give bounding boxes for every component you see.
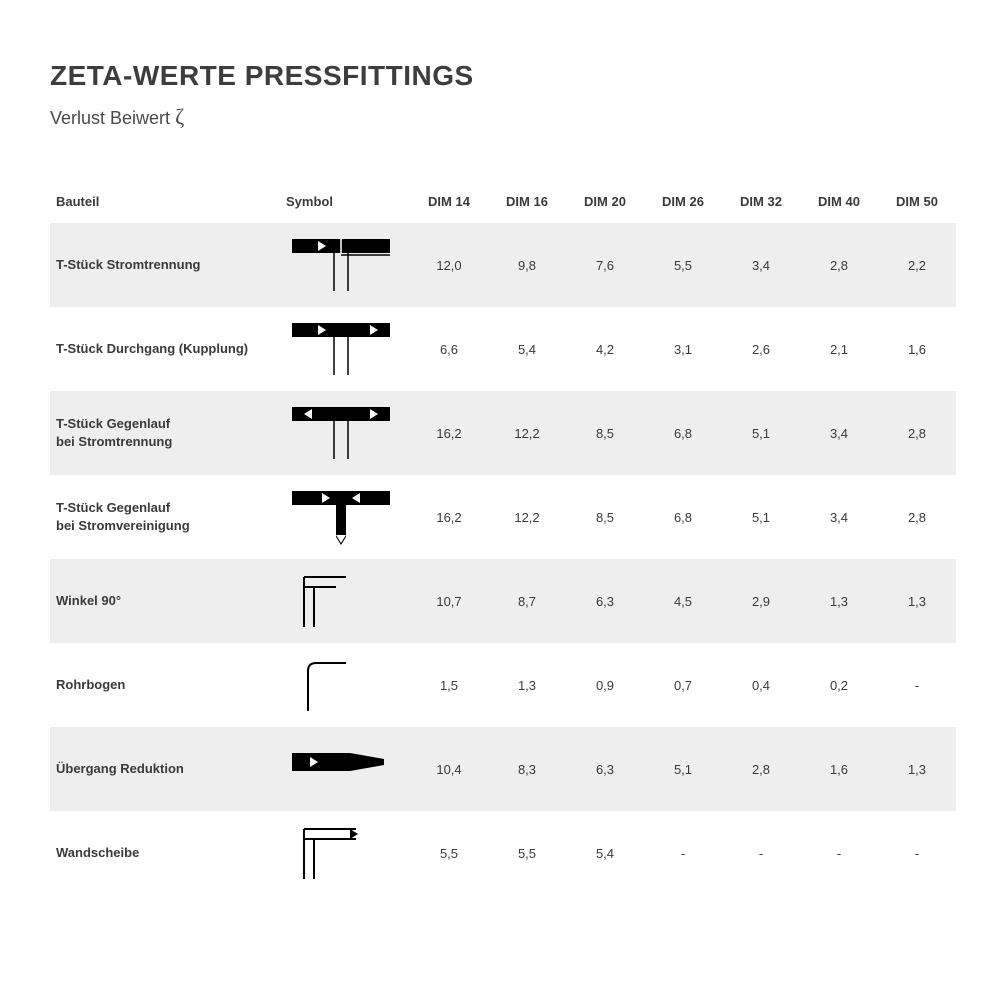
cell-value: 3,4 bbox=[800, 475, 878, 559]
table-row: T-Stück Durchgang (Kupplung) 6,65,44,23,… bbox=[50, 307, 956, 391]
cell-value: 5,5 bbox=[644, 223, 722, 307]
cell-value: 0,2 bbox=[800, 643, 878, 727]
cell-value: 4,2 bbox=[566, 307, 644, 391]
cell-value: - bbox=[878, 643, 956, 727]
wall-disc-icon bbox=[280, 811, 410, 895]
table-row: Übergang Reduktion 10,48,36,35,12,81,61,… bbox=[50, 727, 956, 811]
col-dim16: DIM 16 bbox=[488, 180, 566, 223]
col-bauteil: Bauteil bbox=[50, 180, 280, 223]
cell-value: 5,1 bbox=[722, 391, 800, 475]
page-title: ZETA-WERTE PRESSFITTINGS bbox=[50, 60, 950, 92]
cell-value: - bbox=[722, 811, 800, 895]
cell-value: 1,6 bbox=[878, 307, 956, 391]
table-row: T-Stück Gegenlaufbei Stromtrennung 16,21… bbox=[50, 391, 956, 475]
t-through-icon bbox=[280, 307, 410, 391]
cell-value: 16,2 bbox=[410, 391, 488, 475]
col-dim40: DIM 40 bbox=[800, 180, 878, 223]
angle90-icon bbox=[280, 559, 410, 643]
cell-value: 3,4 bbox=[722, 223, 800, 307]
col-dim14: DIM 14 bbox=[410, 180, 488, 223]
t-counter-merge-icon bbox=[280, 475, 410, 559]
cell-value: 4,5 bbox=[644, 559, 722, 643]
cell-value: 5,5 bbox=[488, 811, 566, 895]
cell-value: 5,1 bbox=[722, 475, 800, 559]
cell-value: 2,6 bbox=[722, 307, 800, 391]
cell-value: 6,6 bbox=[410, 307, 488, 391]
cell-value: 9,8 bbox=[488, 223, 566, 307]
cell-value: 6,8 bbox=[644, 475, 722, 559]
cell-value: 12,0 bbox=[410, 223, 488, 307]
row-name: Rohrbogen bbox=[50, 643, 280, 727]
table-row: T-Stück Stromtrennung 12,09,87,65,53,42,… bbox=[50, 223, 956, 307]
cell-value: 5,4 bbox=[566, 811, 644, 895]
zeta-symbol: ζ bbox=[175, 104, 184, 129]
table-row: T-Stück Gegenlaufbei Stromvereinigung 16… bbox=[50, 475, 956, 559]
row-name: Wandscheibe bbox=[50, 811, 280, 895]
cell-value: - bbox=[644, 811, 722, 895]
cell-value: 1,5 bbox=[410, 643, 488, 727]
cell-value: 2,8 bbox=[800, 223, 878, 307]
cell-value: 8,5 bbox=[566, 391, 644, 475]
row-name: T-Stück Gegenlaufbei Stromvereinigung bbox=[50, 475, 280, 559]
cell-value: 16,2 bbox=[410, 475, 488, 559]
cell-value: 2,8 bbox=[878, 391, 956, 475]
row-name: Winkel 90° bbox=[50, 559, 280, 643]
cell-value: 5,5 bbox=[410, 811, 488, 895]
cell-value: 0,7 bbox=[644, 643, 722, 727]
cell-value: 1,3 bbox=[878, 559, 956, 643]
table-row: Rohrbogen 1,51,30,90,70,40,2- bbox=[50, 643, 956, 727]
pipe-bend-icon bbox=[280, 643, 410, 727]
col-symbol: Symbol bbox=[280, 180, 410, 223]
row-name: Übergang Reduktion bbox=[50, 727, 280, 811]
cell-value: 2,1 bbox=[800, 307, 878, 391]
cell-value: 3,4 bbox=[800, 391, 878, 475]
cell-value: 6,8 bbox=[644, 391, 722, 475]
table-row: Wandscheibe 5,55,55,4---- bbox=[50, 811, 956, 895]
row-name: T-Stück Gegenlaufbei Stromtrennung bbox=[50, 391, 280, 475]
cell-value: 10,4 bbox=[410, 727, 488, 811]
cell-value: 8,7 bbox=[488, 559, 566, 643]
t-counter-sep-icon bbox=[280, 391, 410, 475]
col-dim20: DIM 20 bbox=[566, 180, 644, 223]
cell-value: 8,5 bbox=[566, 475, 644, 559]
cell-value: 3,1 bbox=[644, 307, 722, 391]
cell-value: 0,4 bbox=[722, 643, 800, 727]
zeta-table: Bauteil Symbol DIM 14 DIM 16 DIM 20 DIM … bbox=[50, 180, 956, 895]
cell-value: - bbox=[800, 811, 878, 895]
cell-value: - bbox=[878, 811, 956, 895]
cell-value: 8,3 bbox=[488, 727, 566, 811]
reduction-icon bbox=[280, 727, 410, 811]
cell-value: 0,9 bbox=[566, 643, 644, 727]
cell-value: 6,3 bbox=[566, 727, 644, 811]
cell-value: 1,3 bbox=[878, 727, 956, 811]
cell-value: 2,9 bbox=[722, 559, 800, 643]
cell-value: 12,2 bbox=[488, 475, 566, 559]
cell-value: 5,4 bbox=[488, 307, 566, 391]
cell-value: 12,2 bbox=[488, 391, 566, 475]
row-name: T-Stück Durchgang (Kupplung) bbox=[50, 307, 280, 391]
cell-value: 5,1 bbox=[644, 727, 722, 811]
cell-value: 1,6 bbox=[800, 727, 878, 811]
cell-value: 2,8 bbox=[878, 475, 956, 559]
cell-value: 10,7 bbox=[410, 559, 488, 643]
col-dim50: DIM 50 bbox=[878, 180, 956, 223]
col-dim26: DIM 26 bbox=[644, 180, 722, 223]
col-dim32: DIM 32 bbox=[722, 180, 800, 223]
cell-value: 6,3 bbox=[566, 559, 644, 643]
t-sep-icon bbox=[280, 223, 410, 307]
row-name: T-Stück Stromtrennung bbox=[50, 223, 280, 307]
cell-value: 7,6 bbox=[566, 223, 644, 307]
subtitle-prefix: Verlust Beiwert bbox=[50, 108, 175, 128]
table-header-row: Bauteil Symbol DIM 14 DIM 16 DIM 20 DIM … bbox=[50, 180, 956, 223]
cell-value: 1,3 bbox=[800, 559, 878, 643]
page-subtitle: Verlust Beiwert ζ bbox=[50, 104, 950, 130]
table-row: Winkel 90° 10,78,76,34,52,91,31,3 bbox=[50, 559, 956, 643]
cell-value: 1,3 bbox=[488, 643, 566, 727]
cell-value: 2,2 bbox=[878, 223, 956, 307]
cell-value: 2,8 bbox=[722, 727, 800, 811]
